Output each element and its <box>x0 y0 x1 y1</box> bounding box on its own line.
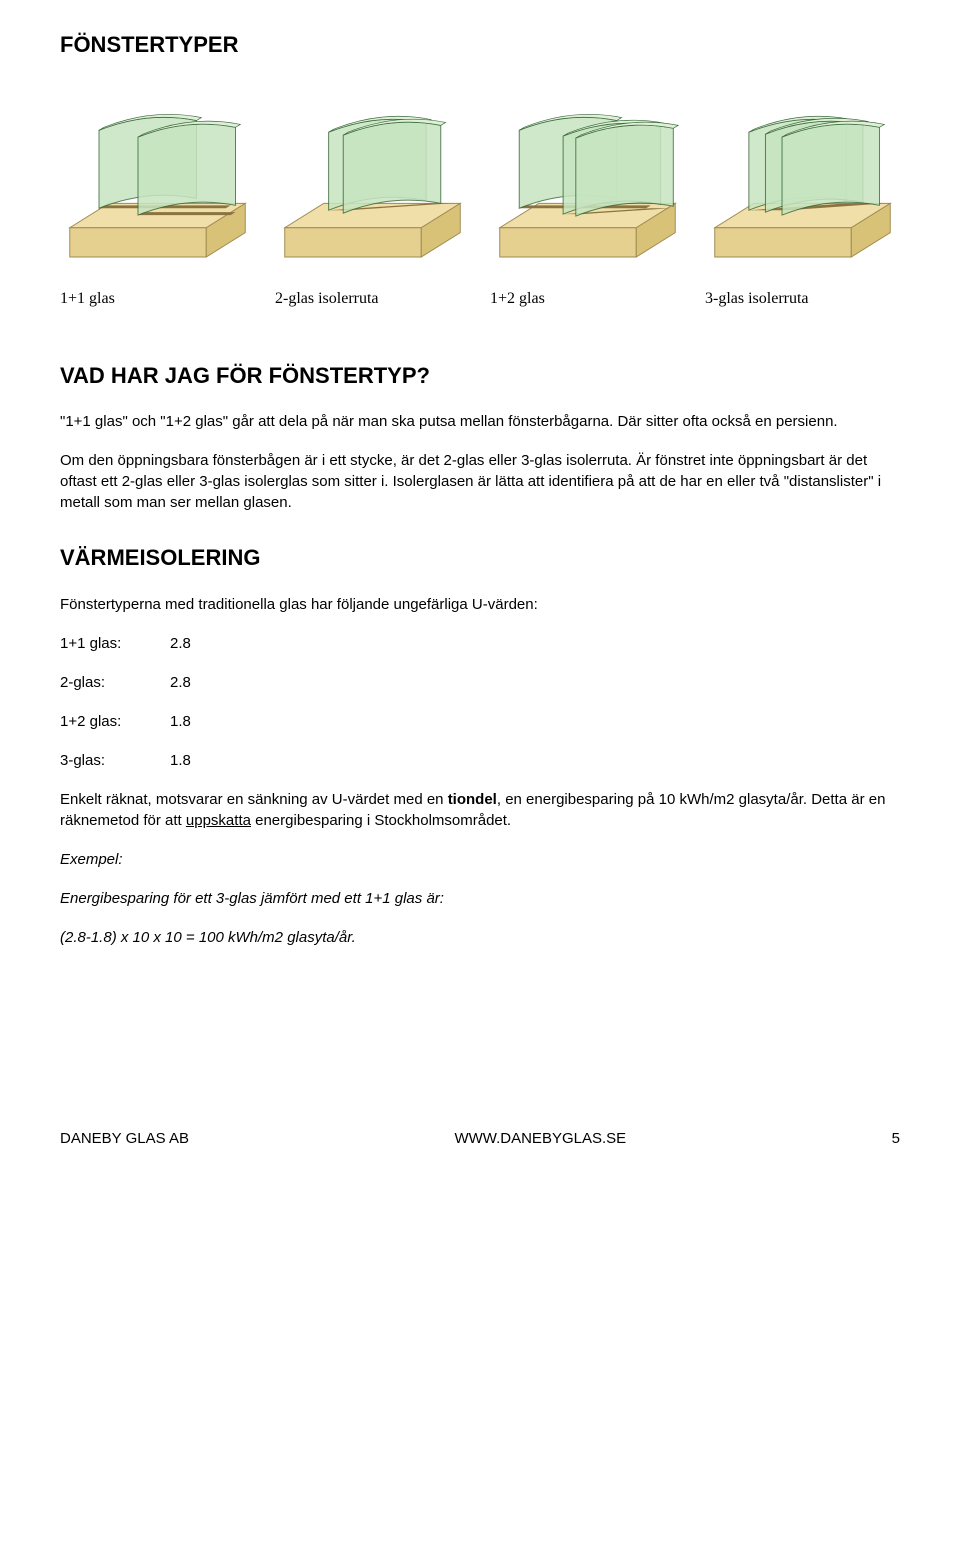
example-line: Energibesparing för ett 3-glas jämfört m… <box>60 888 900 909</box>
page-number: 5 <box>892 1128 900 1149</box>
u-value-row: 3-glas: 1.8 <box>60 750 900 771</box>
u-value-row: 2-glas: 2.8 <box>60 672 900 693</box>
text-underline: uppskatta <box>186 812 251 829</box>
diagram-label: 1+1 glas <box>60 288 255 310</box>
u-value-label: 3-glas: <box>60 750 170 771</box>
paragraph: "1+1 glas" och "1+2 glas" går att dela p… <box>60 411 900 432</box>
page-title: FÖNSTERTYPER <box>60 30 900 61</box>
example-calc: (2.8-1.8) x 10 x 10 = 100 kWh/m2 glasyta… <box>60 927 900 948</box>
u-value-table: 1+1 glas: 2.8 2-glas: 2.8 1+2 glas: 1.8 … <box>60 633 900 771</box>
paragraph: Enkelt räknat, motsvarar en sänkning av … <box>60 789 900 831</box>
u-value: 2.8 <box>170 672 191 693</box>
window-type-diagrams: 1+1 glas 2-glas isolerruta <box>60 101 900 311</box>
u-value-label: 1+2 glas: <box>60 711 170 732</box>
u-value-row: 1+1 glas: 2.8 <box>60 633 900 654</box>
paragraph: Om den öppningsbara fönsterbågen är i et… <box>60 450 900 513</box>
u-value: 1.8 <box>170 711 191 732</box>
u-value: 2.8 <box>170 633 191 654</box>
u-value-row: 1+2 glas: 1.8 <box>60 711 900 732</box>
text-bold: tiondel <box>448 791 497 808</box>
u-value-label: 2-glas: <box>60 672 170 693</box>
diagram-1plus2: 1+2 glas <box>490 101 685 311</box>
u-value: 1.8 <box>170 750 191 771</box>
diagram-1plus1: 1+1 glas <box>60 101 255 311</box>
text: Enkelt räknat, motsvarar en sänkning av … <box>60 791 448 808</box>
footer-company: DANEBY GLAS AB <box>60 1128 189 1149</box>
section-heading-varmeisolering: VÄRMEISOLERING <box>60 543 900 574</box>
section-heading-fonstertyp: VAD HAR JAG FÖR FÖNSTERTYP? <box>60 361 900 392</box>
page-footer: DANEBY GLAS AB WWW.DANEBYGLAS.SE 5 <box>60 1128 900 1149</box>
footer-url: WWW.DANEBYGLAS.SE <box>454 1128 626 1149</box>
diagram-label: 1+2 glas <box>490 288 685 310</box>
diagram-3glas: 3-glas isolerruta <box>705 101 900 311</box>
text: energibesparing i Stockholmsområdet. <box>251 812 511 829</box>
diagram-label: 3-glas isolerruta <box>705 288 900 310</box>
diagram-label: 2-glas isolerruta <box>275 288 470 310</box>
example-label: Exempel: <box>60 849 900 870</box>
paragraph: Fönstertyperna med traditionella glas ha… <box>60 594 900 615</box>
diagram-2glas: 2-glas isolerruta <box>275 101 470 311</box>
u-value-label: 1+1 glas: <box>60 633 170 654</box>
